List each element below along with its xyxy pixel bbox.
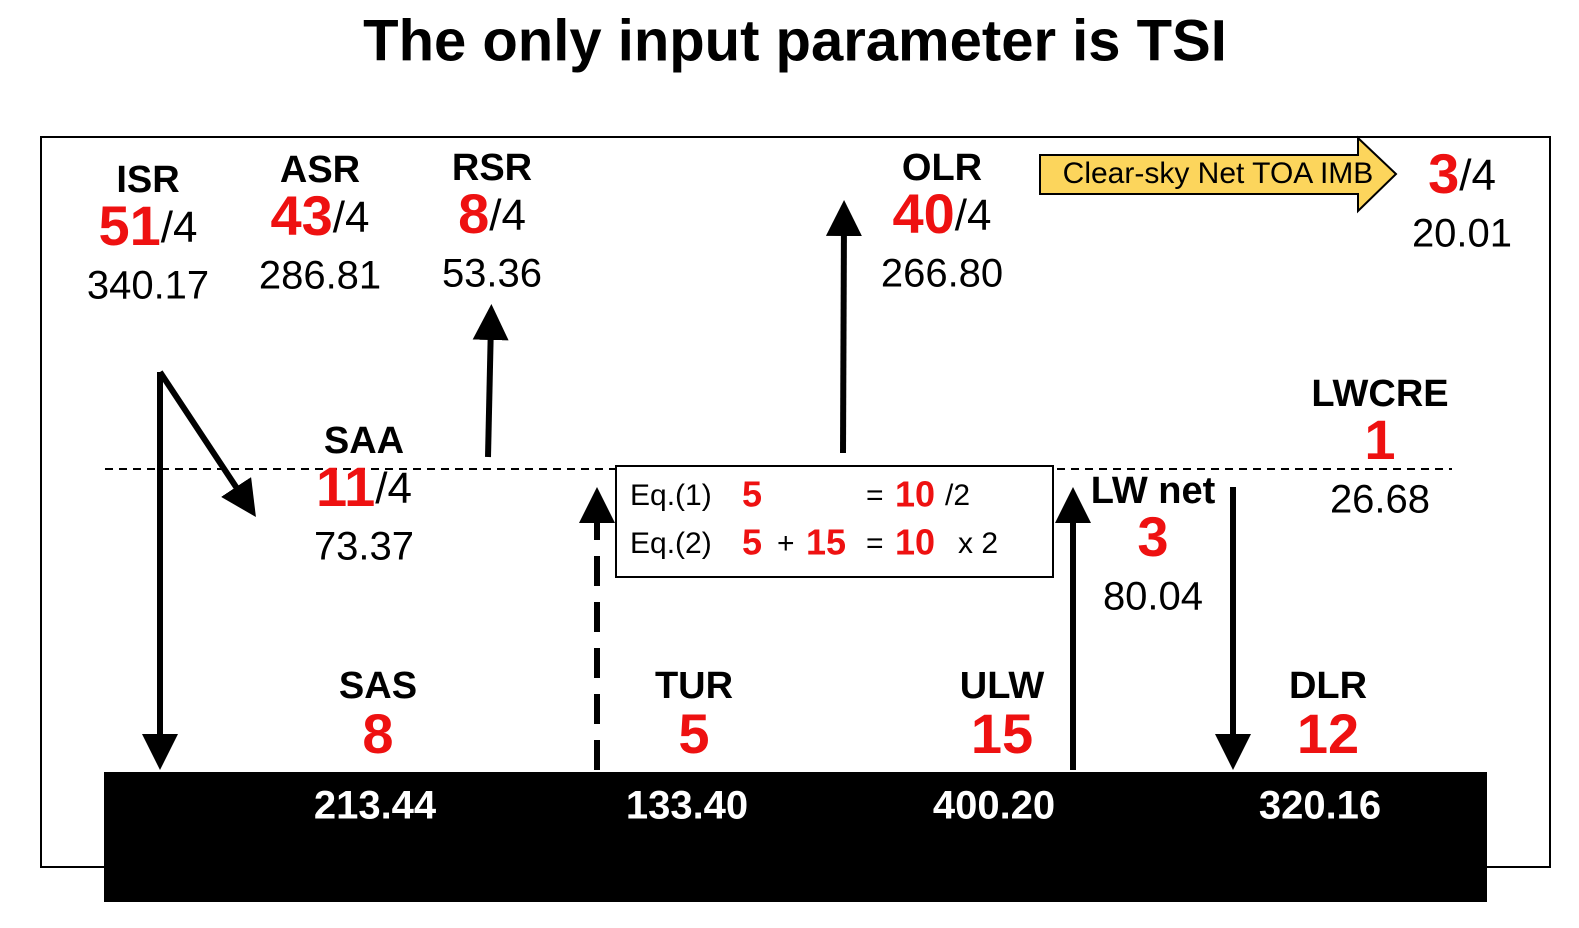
equation-text: = (866, 479, 884, 512)
title: The only input parameter is TSI (363, 8, 1227, 73)
flux: 26.68 (1330, 478, 1430, 522)
label-name: SAS (339, 665, 417, 707)
denominator: /4 (955, 191, 992, 240)
denominator: /4 (333, 193, 370, 242)
label-value: 8 (362, 702, 393, 765)
label-value: 5 (678, 702, 709, 765)
arrows (142, 200, 1251, 770)
flux: 80.04 (1103, 575, 1203, 619)
value: 40 (893, 182, 955, 245)
label-value: 15 (971, 702, 1033, 765)
label-value: 51/4 (99, 194, 198, 257)
label-value: 12 (1297, 702, 1359, 765)
label-name: LW net (1091, 470, 1216, 512)
equation-text: + (777, 527, 795, 560)
equation-text: x 2 (958, 527, 998, 560)
arrow (825, 200, 862, 454)
denominator: /4 (489, 191, 526, 240)
label-name: RSR (452, 147, 532, 189)
value: 3 (1428, 142, 1459, 205)
value: 1 (1364, 408, 1395, 471)
label-name: ULW (960, 665, 1045, 707)
flux: 53.36 (442, 252, 542, 296)
label-name: TUR (655, 665, 733, 707)
value: 8 (362, 702, 393, 765)
equation-text: /2 (945, 479, 970, 512)
flux: 286.81 (259, 254, 381, 298)
label-value: 8/4 (458, 182, 526, 245)
equation-number: 15 (806, 522, 846, 563)
label-name: OLR (902, 147, 982, 189)
value: 5 (678, 702, 709, 765)
label-name: ASR (280, 149, 360, 191)
toa-arrow (1039, 135, 1398, 214)
equation-number: 5 (742, 522, 762, 563)
label-value: 3 (1137, 505, 1168, 568)
denominator: /4 (375, 464, 412, 513)
equation-text: Eq.(2) (630, 527, 712, 560)
value: 11 (316, 455, 375, 518)
denominator: /4 (161, 203, 198, 252)
label-value: 3/4 (1428, 142, 1496, 205)
flux: 340.17 (87, 264, 209, 308)
flux: 266.80 (881, 252, 1003, 296)
equation-number: 10 (895, 474, 935, 515)
arrow (472, 304, 509, 458)
equation-text: Eq.(1) (630, 479, 712, 512)
value: 43 (271, 184, 333, 247)
value: 12 (1297, 702, 1359, 765)
label-value: 11/4 (316, 455, 412, 518)
label-name: DLR (1289, 665, 1367, 707)
label-name: SAA (324, 420, 404, 462)
ground-flux: 133.40 (626, 784, 748, 828)
value: 8 (458, 182, 489, 245)
label-name: ISR (116, 159, 179, 201)
value: 51 (99, 194, 161, 257)
denominator: /4 (1459, 151, 1496, 200)
equation-text: = (866, 527, 884, 560)
label-value: 40/4 (893, 182, 992, 245)
ground-flux: 400.20 (933, 784, 1055, 828)
flux: 73.37 (314, 525, 414, 569)
equation-number: 5 (742, 474, 762, 515)
label-value: 1 (1364, 408, 1395, 471)
ground (104, 772, 1487, 902)
value: 15 (971, 702, 1033, 765)
label-name: LWCRE (1311, 373, 1448, 415)
ground-flux: 213.44 (314, 784, 437, 828)
equation-number: 10 (895, 522, 935, 563)
equation-box (615, 465, 1054, 578)
flux: 20.01 (1412, 212, 1512, 256)
toa-label: Clear-sky Net TOA IMB (1063, 157, 1374, 190)
ground-flux: 320.16 (1259, 784, 1381, 828)
label-value: 43/4 (271, 184, 370, 247)
value: 3 (1137, 505, 1168, 568)
arrow (157, 370, 256, 518)
